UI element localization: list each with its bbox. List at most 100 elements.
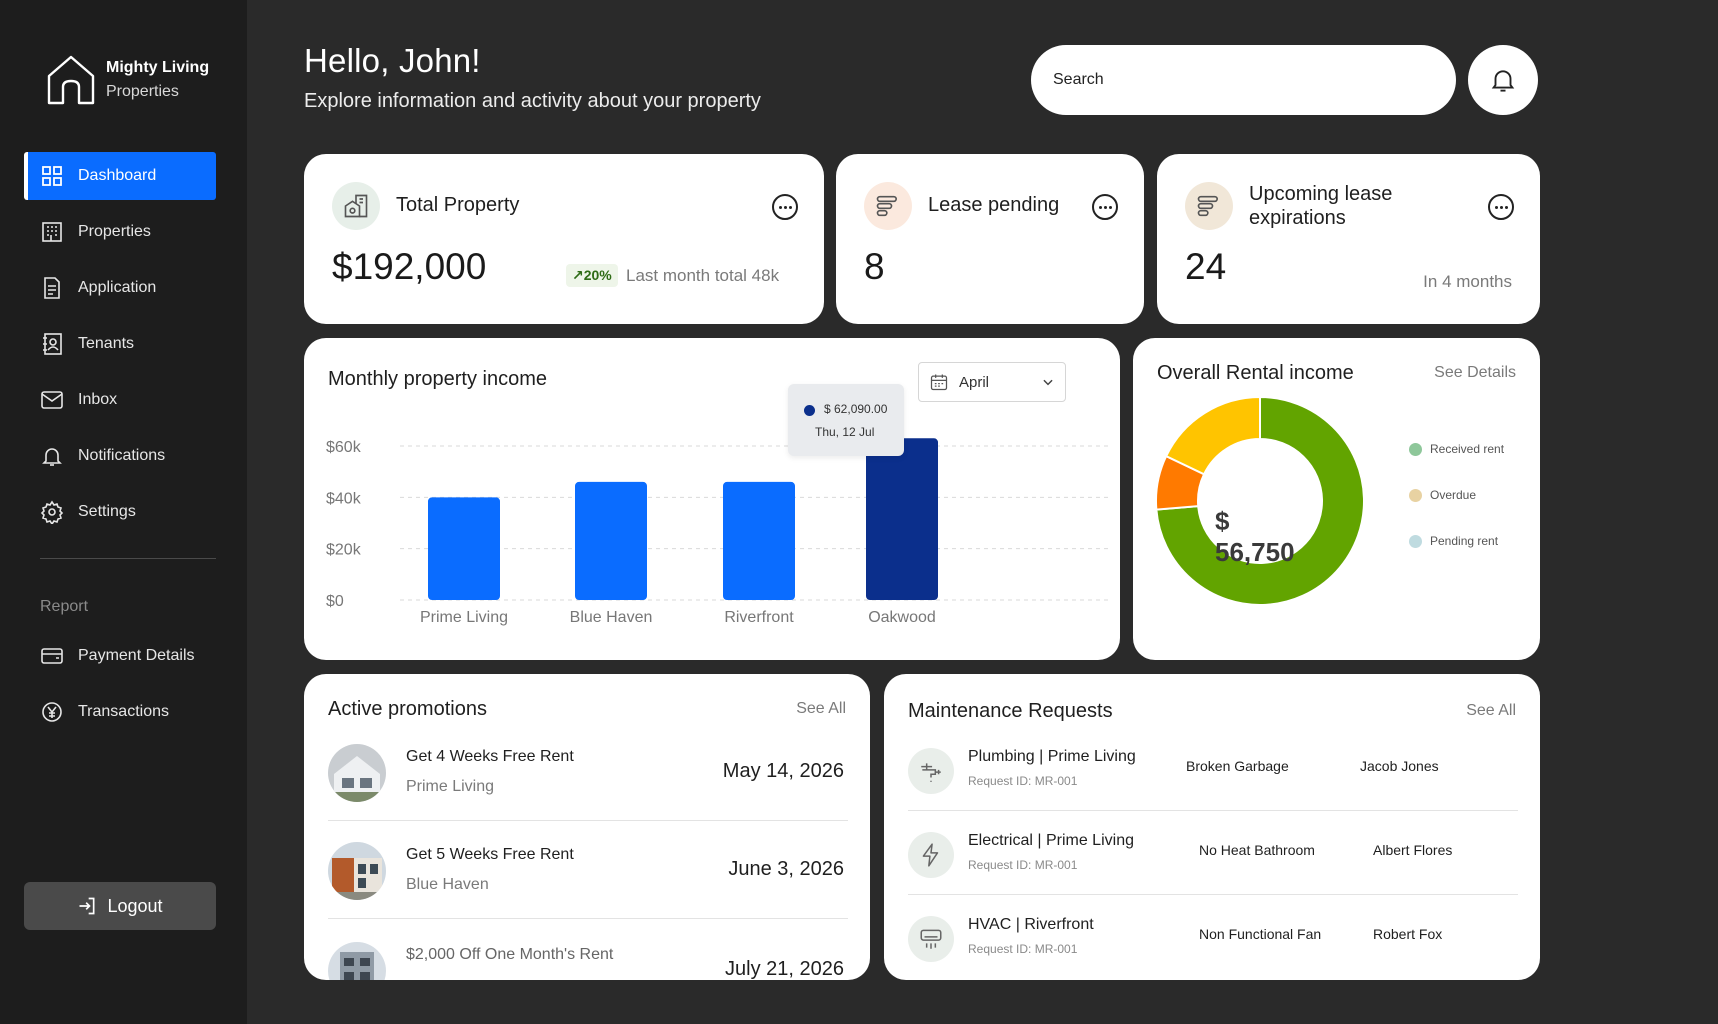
sidebar-item-inbox[interactable]: Inbox	[24, 376, 216, 424]
report-nav: Payment Details Transactions	[24, 632, 216, 744]
sidebar-item-label: Payment Details	[78, 647, 195, 664]
notifications-button[interactable]	[1468, 45, 1538, 115]
gear-icon	[40, 500, 64, 524]
request-assignee: Albert Flores	[1373, 842, 1453, 858]
bell-icon	[42, 448, 62, 466]
donut-chart	[1155, 395, 1365, 606]
promotion-property: Blue Haven	[406, 876, 489, 893]
request-assignee: Jacob Jones	[1360, 758, 1439, 774]
sidebar-item-properties[interactable]: Properties	[24, 208, 216, 256]
yen-circle-icon	[42, 702, 62, 722]
promotion-item[interactable]: Get 4 Weeks Free Rent Prime Living May 1…	[328, 744, 848, 834]
request-title: HVAC | Riverfront	[968, 916, 1094, 933]
list-icon	[864, 182, 912, 230]
legend-received: Received rent	[1409, 442, 1504, 456]
y-tick-label: $0	[326, 593, 344, 610]
see-all-maintenance-link[interactable]: See All	[1466, 702, 1516, 719]
request-id: Request ID: MR-001	[968, 858, 1078, 872]
total-property-card: Total Property $192,000 ↗20% Last month …	[304, 154, 824, 324]
y-tick-label: $20k	[326, 542, 362, 559]
legend-dot	[1409, 488, 1422, 502]
bar	[866, 438, 938, 600]
sidebar-item-label: Application	[78, 279, 157, 296]
calendar-icon	[930, 374, 948, 391]
sidebar-item-label: Notifications	[78, 447, 166, 464]
maintenance-item[interactable]: HVAC | Riverfront Request ID: MR-001 Non…	[908, 916, 1518, 992]
bar	[723, 481, 795, 600]
list-icon	[1185, 182, 1233, 230]
tooltip-date: Thu, 12 Jul	[815, 425, 875, 439]
stat-title-line2: expirations	[1249, 207, 1346, 229]
page-subtitle: Explore information and activity about y…	[304, 90, 761, 112]
more-options-button[interactable]	[1488, 194, 1514, 220]
rental-title: Overall Rental income	[1157, 362, 1354, 384]
legend-dot	[1409, 442, 1422, 456]
mail-icon	[41, 391, 63, 409]
more-options-button[interactable]	[772, 194, 798, 220]
grid-icon	[42, 166, 62, 186]
promotion-item[interactable]: Get 5 Weeks Free Rent Blue Haven June 3,…	[328, 842, 848, 932]
donut-slice	[1155, 395, 1365, 606]
logout-button[interactable]: Logout	[24, 882, 216, 930]
legend-label: Pending rent	[1430, 534, 1499, 548]
search-input[interactable]	[1031, 45, 1456, 115]
stat-note: In 4 months	[1423, 272, 1512, 291]
maintenance-card: Maintenance Requests See All Plumbing | …	[884, 674, 1540, 980]
promotion-name: Get 4 Weeks Free Rent	[406, 748, 574, 765]
brand-logo[interactable]: Mighty Living Properties	[46, 54, 209, 106]
sidebar: Mighty Living Properties Dashboard Prope…	[0, 0, 247, 1024]
promotion-date: June 3, 2026	[728, 858, 844, 880]
sidebar-item-label: Dashboard	[78, 167, 157, 184]
request-id: Request ID: MR-001	[968, 942, 1078, 956]
sidebar-item-label: Tenants	[78, 335, 135, 352]
stat-title: Total Property	[396, 194, 520, 216]
more-options-button[interactable]	[1092, 194, 1118, 220]
see-details-link[interactable]: See Details	[1434, 364, 1516, 381]
stat-title: Lease pending	[928, 194, 1060, 216]
bar	[428, 497, 500, 600]
maintenance-item[interactable]: Electrical | Prime Living Request ID: MR…	[908, 832, 1518, 908]
sidebar-item-tenants[interactable]: Tenants	[24, 320, 216, 368]
request-title: Plumbing | Prime Living	[968, 748, 1136, 765]
maintenance-item[interactable]: Plumbing | Prime Living Request ID: MR-0…	[908, 748, 1518, 824]
promotion-item[interactable]: $2,000 Off One Month's Rent July 21, 202…	[328, 942, 848, 980]
chart-tooltip: $ 62,090.00 Thu, 12 Jul	[788, 384, 904, 456]
sidebar-item-settings[interactable]: Settings	[24, 488, 216, 536]
logout-label: Logout	[107, 895, 163, 916]
property-thumbnail	[328, 942, 386, 980]
request-issue: Broken Garbage	[1186, 758, 1289, 774]
legend-label: Received rent	[1430, 442, 1505, 456]
request-issue: Non Functional Fan	[1199, 926, 1322, 942]
brand-name: Mighty Living	[106, 59, 210, 76]
sidebar-item-application[interactable]: Application	[24, 264, 216, 312]
month-select[interactable]: April	[918, 362, 1066, 402]
divider	[908, 810, 1518, 811]
main-nav: Dashboard Properties Application Tenants…	[24, 152, 216, 544]
sidebar-item-label: Properties	[78, 223, 151, 240]
rental-income-card: Overall Rental income See Details $ 56,7…	[1133, 338, 1540, 660]
sidebar-item-transactions[interactable]: Transactions	[24, 688, 216, 736]
stat-value: $192,000	[332, 246, 487, 287]
promotion-property: Prime Living	[406, 778, 495, 795]
stat-title: Upcoming lease expirations	[1249, 182, 1392, 230]
divider	[908, 894, 1518, 895]
growth-badge: ↗20%	[566, 264, 618, 287]
property-thumbnail	[328, 744, 386, 802]
legend-label: Overdue	[1430, 488, 1477, 502]
sidebar-item-notifications[interactable]: Notifications	[24, 432, 216, 480]
faucet-icon	[908, 748, 954, 794]
sidebar-item-payment-details[interactable]: Payment Details	[24, 632, 216, 680]
wallet-icon	[41, 648, 63, 664]
bell-icon	[1491, 70, 1515, 92]
brand-subtitle: Properties	[106, 83, 179, 100]
stat-value: 24	[1185, 246, 1227, 287]
tooltip-value: $ 62,090.00	[824, 402, 888, 416]
bar-chart: $0 $20k $40k $60k Prime Living Blue Haven Rive…	[326, 438, 1108, 626]
see-all-promotions-link[interactable]: See All	[796, 700, 846, 717]
sidebar-item-dashboard[interactable]: Dashboard	[24, 152, 216, 200]
donut-total: $ 56,750	[1215, 506, 1295, 567]
trend-up-icon: ↗	[572, 267, 584, 283]
lightning-icon	[908, 832, 954, 878]
legend-overdue: Overdue	[1409, 488, 1476, 502]
document-icon	[44, 277, 60, 299]
